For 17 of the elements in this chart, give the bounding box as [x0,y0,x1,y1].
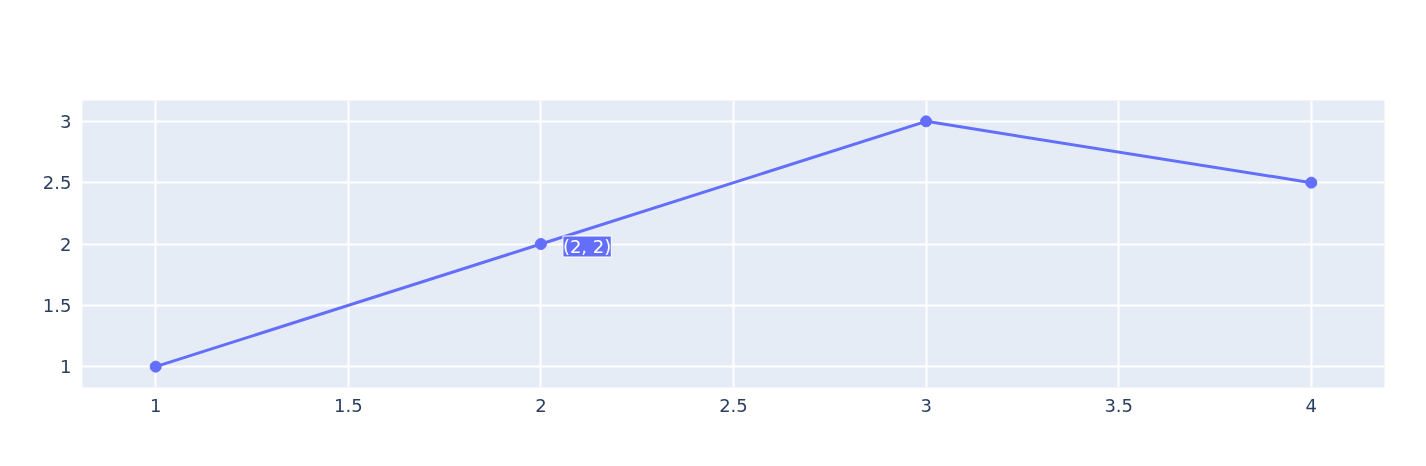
point [534,238,547,250]
y-tick-label: 2.5 [42,172,72,194]
y-tick-label: 1 [60,356,72,378]
point [920,115,933,128]
x-tick-label: 1.5 [333,394,363,416]
annotation: (2, 2) [562,236,612,257]
x-tick-label: 2.5 [719,394,748,416]
y-tick-label: 3 [60,110,72,132]
y-tick-label: 2 [60,233,72,255]
point [149,360,162,373]
x-tick-label: 3 [920,394,932,416]
point [1305,176,1318,189]
x-tick-label: 4 [1305,394,1318,416]
y-tick-label: 1.5 [42,294,72,316]
x-tick-label: 2 [535,394,547,416]
x-tick-label: 3.5 [1104,394,1134,416]
x-tick-label: 1 [149,394,162,416]
